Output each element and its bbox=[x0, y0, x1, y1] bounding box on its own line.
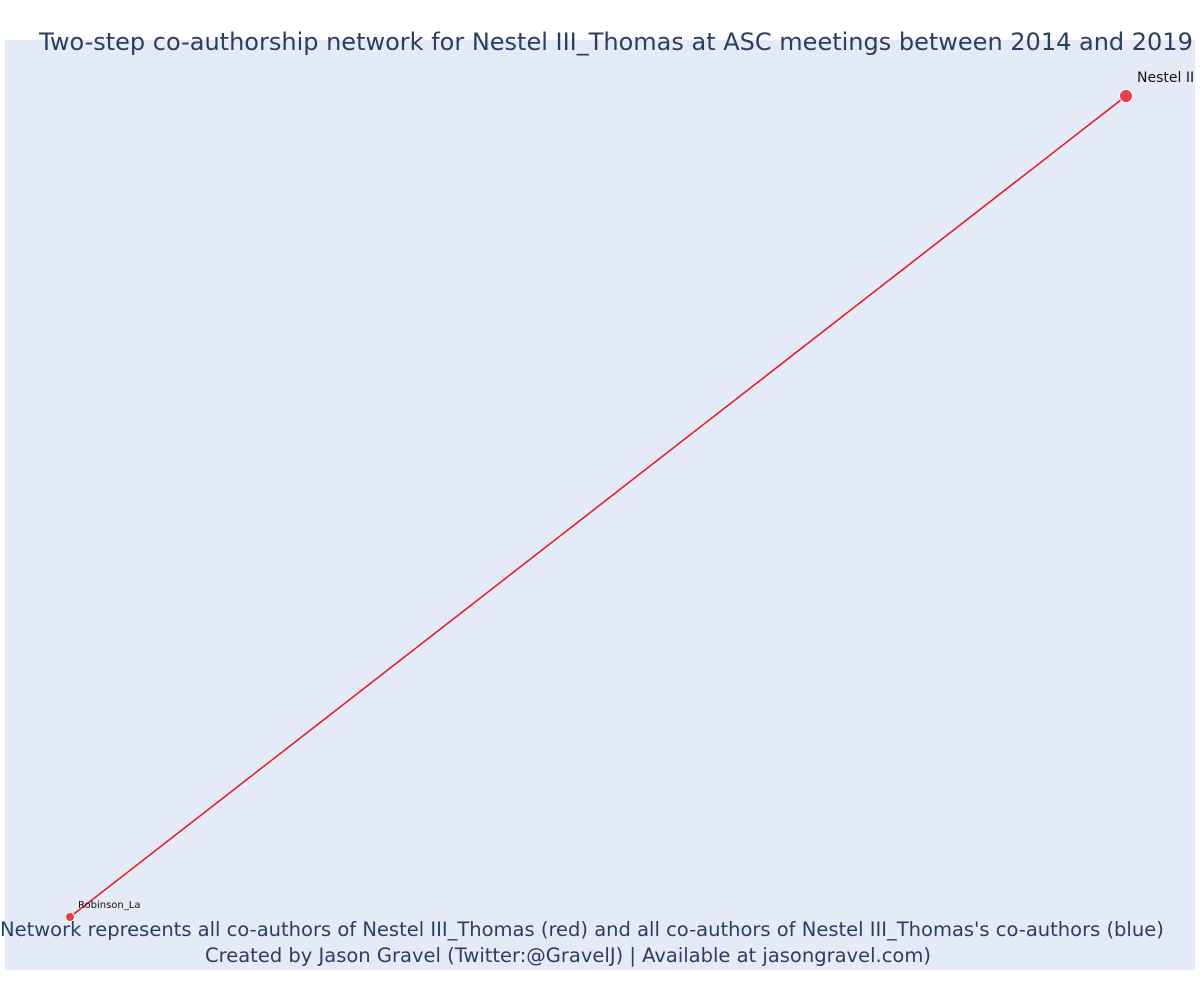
node-robinson[interactable] bbox=[65, 912, 75, 922]
figure-title: Two-step co-authorship network for Neste… bbox=[39, 28, 1193, 56]
node-nestel[interactable] bbox=[1119, 89, 1133, 103]
edge-nestel-robinson bbox=[69, 95, 1127, 918]
caption-credits: Created by Jason Gravel (Twitter:@Gravel… bbox=[205, 944, 931, 967]
node-label-nestel: Nestel III bbox=[1137, 70, 1198, 86]
caption-network-description: Network represents all co-authors of Nes… bbox=[0, 918, 1164, 941]
node-label-robinson: Robinson_La bbox=[78, 900, 140, 911]
